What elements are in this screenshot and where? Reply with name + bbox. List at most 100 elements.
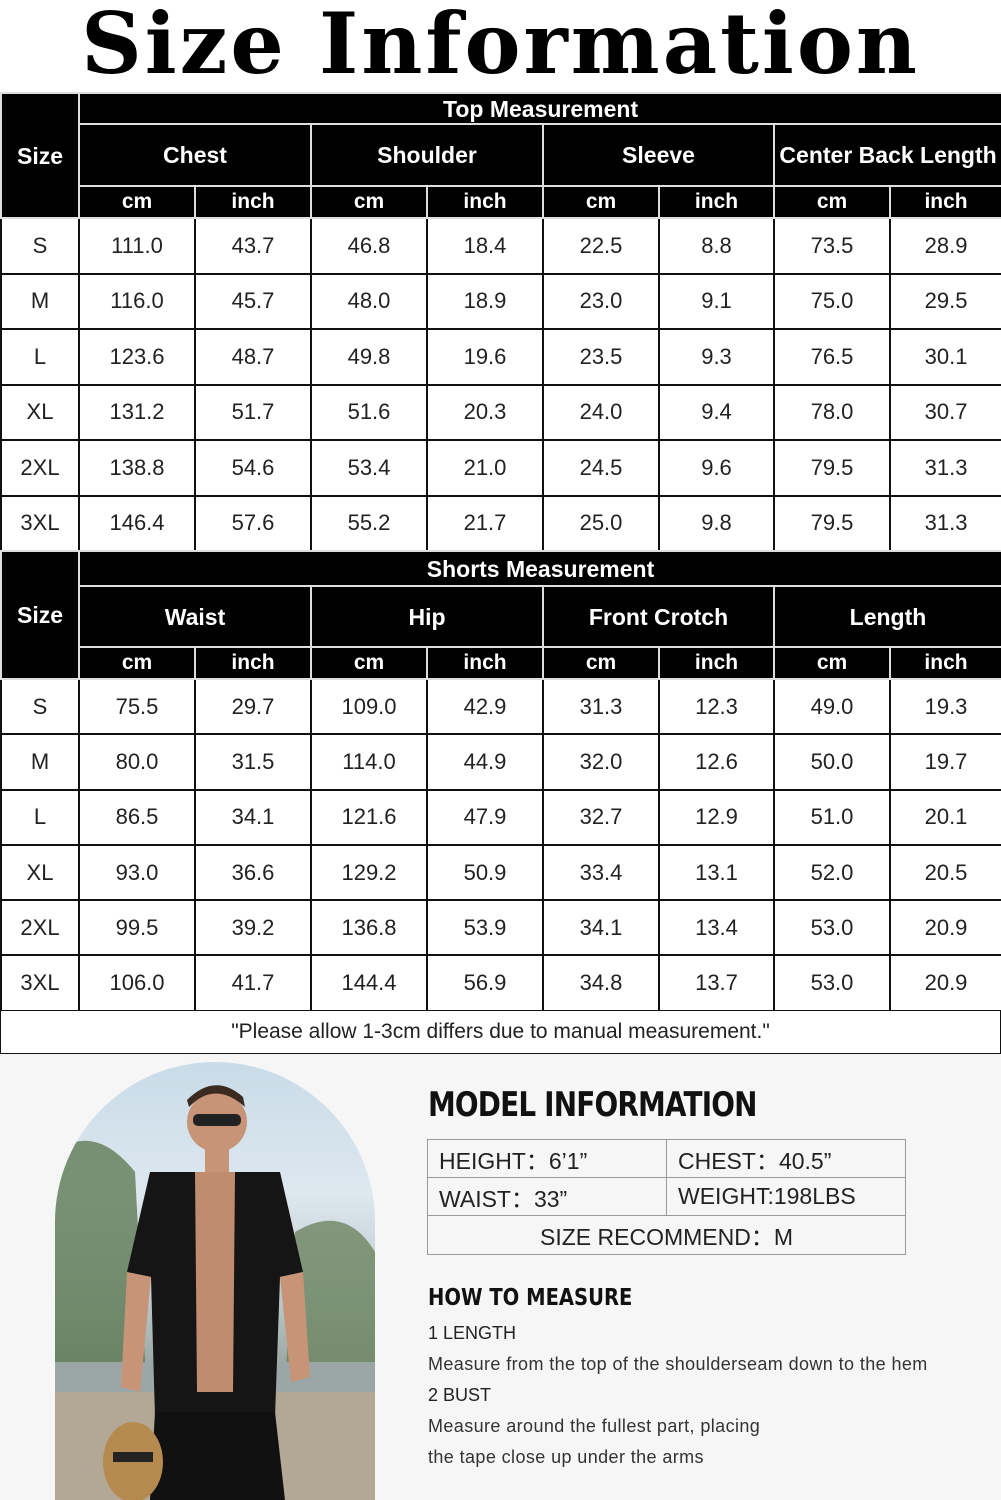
measurement-cell: 29.5 (888, 272, 1001, 330)
measurement-cell: 9.3 (658, 328, 775, 386)
measurement-cell: 18.4 (426, 217, 544, 275)
measurement-cell: 21.0 (426, 439, 544, 497)
measurement-cell: 12.3 (658, 677, 775, 736)
table-row: 3XL 106.0 41.7 144.4 56.9 34.8 13.7 53.0 20.9 (0, 954, 1001, 1012)
measurement-cell: 93.0 (78, 843, 196, 902)
unit-header: inch (194, 646, 312, 680)
measurement-cell: 79.5 (773, 494, 891, 552)
size-cell: L (0, 788, 80, 846)
table-row: 3XL 146.4 57.6 55.2 21.7 25.0 9.8 79.5 31.3 (0, 494, 1001, 552)
measurement-cell: 46.8 (310, 217, 428, 275)
group-header: Top Measurement (77, 92, 1001, 125)
shorts-measurement-table: Size Shorts Measurement Waist Hip Front Crot… (0, 550, 1001, 1012)
measurement-cell: 73.5 (773, 217, 891, 275)
how-to-measure-heading: HOW TO MEASURE (428, 1285, 633, 1311)
measurement-cell: 138.8 (78, 439, 196, 497)
measurement-column-header: Waist (78, 585, 312, 648)
measure-item-text: Measure around the fullest part, placing (428, 1416, 761, 1436)
measurement-cell: 75.5 (78, 677, 196, 736)
measurement-cell: 31.3 (888, 439, 1001, 497)
measurement-cell: 30.1 (888, 328, 1001, 386)
measurement-cell: 44.9 (426, 733, 544, 791)
measurement-column-header: Front Crotch (542, 585, 775, 648)
measurement-cell: 86.5 (78, 788, 196, 846)
measurement-cell: 56.9 (426, 954, 544, 1012)
measurement-cell: 76.5 (773, 328, 891, 386)
measurement-cell: 9.8 (658, 494, 775, 552)
table-row: 2XL 138.8 54.6 53.4 21.0 24.5 9.6 79.5 31.3 (0, 439, 1001, 497)
size-cell: XL (0, 383, 80, 441)
measurement-cell: 19.7 (888, 733, 1001, 791)
model-waist: WAIST：33” (427, 1177, 667, 1216)
measurement-cell: 19.6 (426, 328, 544, 386)
measurement-cell: 32.0 (542, 733, 660, 791)
measure-item-label: 1 LENGTH (428, 1323, 517, 1343)
unit-header: cm (542, 185, 660, 219)
measurement-cell: 116.0 (78, 272, 196, 330)
measurement-cell: 20.5 (888, 843, 1001, 902)
group-header: Shorts Measurement (77, 550, 1001, 587)
measurement-cell: 49.0 (773, 677, 891, 736)
unit-header: cm (310, 646, 428, 680)
measurement-cell: 34.8 (542, 954, 660, 1012)
unit-header: inch (888, 185, 1001, 219)
measurement-cell: 22.5 (542, 217, 660, 275)
table-row: XL 131.2 51.7 51.6 20.3 24.0 9.4 78.0 30.7 (0, 383, 1001, 441)
unit-header: inch (194, 185, 312, 219)
measurement-cell: 25.0 (542, 494, 660, 552)
measurement-column-header: Length (772, 585, 1001, 648)
measurement-cell: 8.8 (658, 217, 775, 275)
measurement-cell: 121.6 (310, 788, 428, 846)
measurement-column-header: Center Back Length (772, 123, 1001, 187)
measurement-cell: 9.6 (658, 439, 775, 497)
size-cell: 2XL (0, 899, 80, 957)
model-height: HEIGHT：6’1” (427, 1139, 667, 1178)
table-row: S 111.0 43.7 46.8 18.4 22.5 8.8 73.5 28.9 (0, 217, 1001, 275)
measurement-cell: 109.0 (310, 677, 428, 736)
measurement-cell: 29.7 (194, 677, 312, 736)
measurement-cell: 34.1 (542, 899, 660, 957)
measurement-cell: 41.7 (194, 954, 312, 1012)
measurement-column-header: Shoulder (310, 123, 544, 187)
measurement-cell: 20.9 (888, 954, 1001, 1012)
model-information-heading: MODEL INFORMATION (428, 1085, 757, 1125)
measurement-column-header: Sleeve (542, 123, 775, 187)
unit-header: cm (78, 185, 196, 219)
measurement-cell: 111.0 (78, 217, 196, 275)
measure-item-text: the tape close up under the arms (428, 1447, 704, 1467)
measurement-cell: 51.6 (310, 383, 428, 441)
measurement-cell: 99.5 (78, 899, 196, 957)
measurement-cell: 48.0 (310, 272, 428, 330)
measurement-cell: 31.5 (194, 733, 312, 791)
measurement-cell: 30.7 (888, 383, 1001, 441)
measurement-column-header: Chest (78, 123, 312, 187)
measurement-cell: 146.4 (78, 494, 196, 552)
unit-header: cm (542, 646, 660, 680)
measurement-cell: 19.3 (888, 677, 1001, 736)
unit-header: cm (773, 646, 891, 680)
measurement-cell: 52.0 (773, 843, 891, 902)
measurement-cell: 53.9 (426, 899, 544, 957)
measurement-cell: 23.0 (542, 272, 660, 330)
model-weight: WEIGHT:198LBS (666, 1177, 906, 1216)
measurement-note: "Please allow 1-3cm differs due to manua… (0, 1010, 1001, 1054)
measurement-cell: 106.0 (78, 954, 196, 1012)
measurement-cell: 114.0 (310, 733, 428, 791)
size-cell: 3XL (0, 954, 80, 1012)
measurement-cell: 80.0 (78, 733, 196, 791)
measurement-cell: 24.0 (542, 383, 660, 441)
model-information-table: HEIGHT：6’1” CHEST：40.5” WAIST：33” WEIGHT… (427, 1139, 906, 1255)
table-row: S 75.5 29.7 109.0 42.9 31.3 12.3 49.0 19.3 (0, 677, 1001, 736)
size-cell: M (0, 733, 80, 791)
top-measurement-table: Size Top Measurement Chest Shoulder Sleeve Ce… (0, 92, 1001, 552)
measurement-cell: 136.8 (310, 899, 428, 957)
measurement-cell: 9.1 (658, 272, 775, 330)
table-row: M 116.0 45.7 48.0 18.9 23.0 9.1 75.0 29.5 (0, 272, 1001, 330)
measurement-cell: 51.7 (194, 383, 312, 441)
measure-item-text: Measure from the top of the shoulderseam… (428, 1354, 928, 1374)
measurement-cell: 33.4 (542, 843, 660, 902)
measurement-cell: 50.0 (773, 733, 891, 791)
unit-header: inch (888, 646, 1001, 680)
model-chest: CHEST：40.5” (666, 1139, 906, 1178)
measurement-cell: 57.6 (194, 494, 312, 552)
